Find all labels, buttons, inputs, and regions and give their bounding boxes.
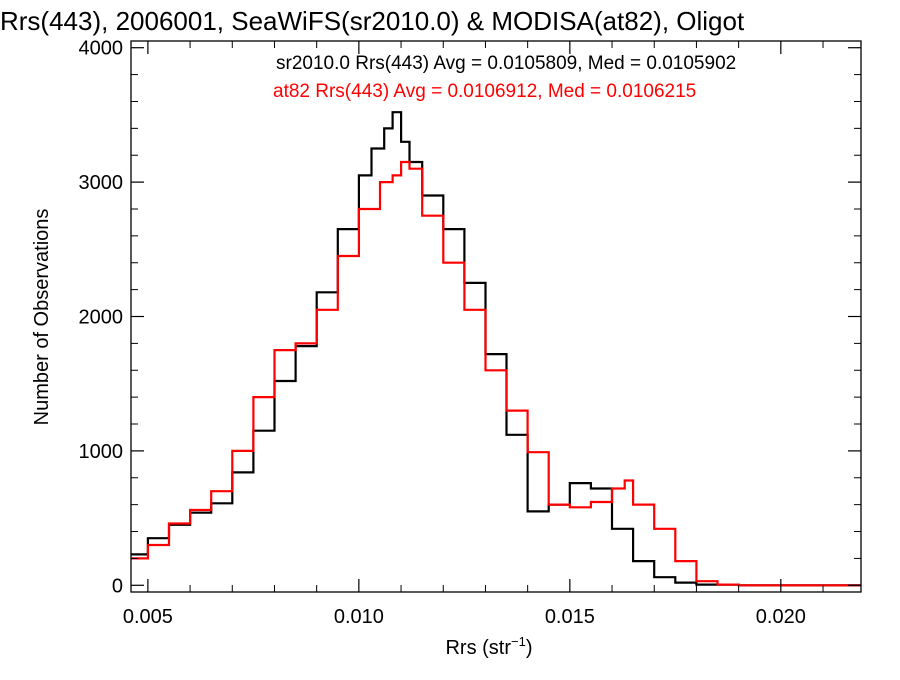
y-tick-label-0: 0 bbox=[112, 575, 123, 597]
y-tick-label-4: 4000 bbox=[79, 38, 124, 60]
y-axis-label: Number of Observations bbox=[31, 209, 53, 426]
y-tick-label-3: 3000 bbox=[79, 172, 124, 194]
x-axis-label-tail: ) bbox=[526, 637, 533, 659]
y-tick-label-1: 1000 bbox=[79, 441, 124, 463]
chart-title: Rrs(443), 2006001, SeaWiFS(sr2010.0) & M… bbox=[0, 6, 745, 36]
x-axis-label-superscript: −1 bbox=[511, 634, 526, 649]
x-tick-label-1: 0.010 bbox=[334, 606, 384, 628]
legend-entry-sr2010: sr2010.0 Rrs(443) Avg = 0.0105809, Med =… bbox=[276, 53, 736, 74]
legend-entry-at82: at82 Rrs(443) Avg = 0.0106912, Med = 0.0… bbox=[273, 81, 696, 102]
x-axis-label-main: Rrs (str bbox=[445, 637, 511, 659]
x-tick-label-3: 0.020 bbox=[756, 606, 806, 628]
x-tick-label-2: 0.015 bbox=[545, 606, 595, 628]
x-tick-label-0: 0.005 bbox=[123, 606, 173, 628]
y-tick-label-2: 2000 bbox=[79, 307, 124, 329]
